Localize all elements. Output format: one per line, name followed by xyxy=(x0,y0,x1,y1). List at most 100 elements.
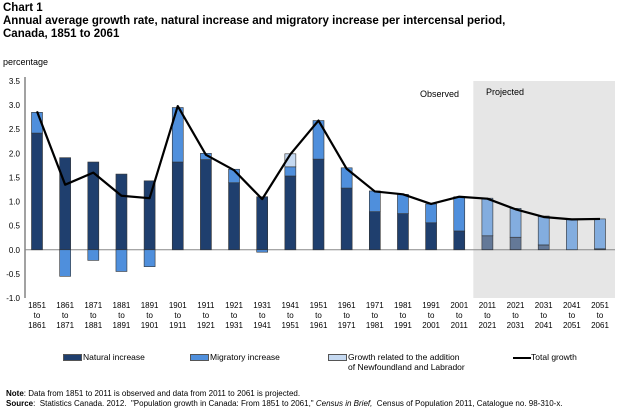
bar-migratory-increase xyxy=(566,219,578,251)
note-text: : Data from 1851 to 2011 is observed and… xyxy=(23,389,301,398)
x-tick-label: 1961 xyxy=(310,321,328,330)
legend-swatch-migratory xyxy=(190,354,209,361)
y-tick-label: 3.5 xyxy=(9,77,21,86)
y-tick-label: 1.0 xyxy=(9,198,21,207)
legend-label: Natural increase xyxy=(83,352,145,362)
bar-natural-increase xyxy=(59,157,71,251)
y-tick-label: -0.5 xyxy=(6,270,20,279)
legend-line-total xyxy=(513,357,531,359)
note: Note: Data from 1851 to 2011 is observed… xyxy=(6,389,300,398)
bar-migratory-increase xyxy=(509,208,522,238)
x-tick-label: 2041 xyxy=(535,321,553,330)
x-tick-label: 1891 xyxy=(113,321,131,330)
x-tick-label: 1871 xyxy=(56,321,74,330)
legend-label: Total growth xyxy=(531,352,577,362)
x-tick-label: to xyxy=(62,311,69,320)
bar-natural-increase xyxy=(31,132,43,251)
x-tick-label: 2021 xyxy=(507,301,525,310)
y-tick-label: 0.5 xyxy=(9,222,21,231)
x-tick-label: to xyxy=(512,311,519,320)
x-tick-label: to xyxy=(34,311,41,320)
bar-migratory-increase xyxy=(284,166,297,177)
x-tick-label: to xyxy=(400,311,407,320)
x-tick-label: to xyxy=(484,311,491,320)
legend-swatch-natural xyxy=(63,354,82,361)
legend-label-line2: of Newfoundland and Labrador xyxy=(348,362,465,372)
x-tick-label: to xyxy=(540,311,547,320)
x-tick-label: 1991 xyxy=(394,321,412,330)
projected-region xyxy=(473,81,615,298)
source: Source: Statistics Canada. 2012. "Popula… xyxy=(6,399,563,408)
bar-migratory-increase xyxy=(397,194,409,214)
bar-migratory-increase xyxy=(59,249,71,277)
x-tick-label: 1851 xyxy=(28,301,46,310)
x-tick-label: 2001 xyxy=(450,301,468,310)
x-tick-label: 2061 xyxy=(591,321,609,330)
x-tick-label: 1921 xyxy=(225,301,243,310)
x-tick-label: 1911 xyxy=(197,301,215,310)
x-tick-label: to xyxy=(343,311,350,320)
x-tick-label: 2051 xyxy=(563,321,581,330)
bar-migratory-increase xyxy=(115,249,128,272)
bar-natural-increase xyxy=(368,211,381,251)
legend-label-line1: Growth related to the addition xyxy=(348,352,460,362)
x-tick-label: to xyxy=(231,311,238,320)
x-tick-label: to xyxy=(569,311,576,320)
bar-natural-increase xyxy=(453,230,466,251)
x-tick-label: 1951 xyxy=(281,321,299,330)
bar-natural-increase xyxy=(509,236,522,251)
x-tick-label: 1991 xyxy=(422,301,440,310)
x-tick-label: 1931 xyxy=(253,301,271,310)
x-tick-label: to xyxy=(259,311,266,320)
legend-label: Growth related to the addition of Newfoun… xyxy=(348,352,465,372)
x-tick-label: to xyxy=(90,311,97,320)
x-tick-label: 1931 xyxy=(225,321,243,330)
bar-natural-increase xyxy=(340,187,353,251)
x-tick-label: 1861 xyxy=(28,321,46,330)
x-tick-label: 1951 xyxy=(310,301,328,310)
x-tick-label: 1921 xyxy=(197,321,215,330)
x-tick-label: 2021 xyxy=(479,321,497,330)
bar-natural-increase xyxy=(143,180,156,251)
source-label: Source xyxy=(6,399,34,408)
bar-natural-increase xyxy=(256,196,269,251)
x-tick-label: 2041 xyxy=(563,301,581,310)
source-publication: Census in Brief, xyxy=(315,399,373,408)
x-tick-label: to xyxy=(456,311,463,320)
bar-natural-increase xyxy=(200,159,212,251)
legend-swatch-newfoundland xyxy=(328,354,347,361)
chart-plot: Observed Projected -1.0 -0.5 0.0 0.5 1.0 1.5 2.0… xyxy=(6,77,615,330)
bar-natural-increase xyxy=(284,175,297,251)
y-tick-label: 0.0 xyxy=(9,246,21,255)
bar-natural-increase xyxy=(537,244,550,251)
y-tick-label: 1.5 xyxy=(9,173,21,182)
y-tick-label: 2.0 xyxy=(9,149,21,158)
bar-migratory-increase xyxy=(537,215,550,246)
x-tick-label: 1981 xyxy=(394,301,412,310)
note-label: Note xyxy=(6,389,24,398)
x-tick-label: 2001 xyxy=(422,321,440,330)
x-tick-label: 1971 xyxy=(366,301,384,310)
bar-natural-increase xyxy=(115,173,128,251)
x-tick-label: to xyxy=(428,311,435,320)
x-tick-label: 1961 xyxy=(338,301,356,310)
bar-natural-increase xyxy=(425,222,437,251)
legend-natural: Natural increase xyxy=(63,352,145,362)
bar-migratory-increase xyxy=(143,249,156,267)
chart-title-line2: Canada, 1851 to 2061 xyxy=(3,28,120,40)
x-tick-label: 2031 xyxy=(507,321,525,330)
source-text: : Statistics Canada. 2012. "Population g… xyxy=(33,399,316,408)
x-tick-label: 1861 xyxy=(56,301,74,310)
bar-natural-increase xyxy=(171,161,184,251)
legend-label: Migratory increase xyxy=(210,352,280,362)
x-tick-label: to xyxy=(118,311,125,320)
bar-migratory-increase xyxy=(256,249,269,253)
bar-migratory-increase xyxy=(368,190,381,212)
region-label-observed: Observed xyxy=(420,89,459,99)
x-tick-label: 2051 xyxy=(591,301,609,310)
x-tick-label: 1941 xyxy=(281,301,299,310)
y-axis-label: percentage xyxy=(3,57,49,67)
x-tick-label: to xyxy=(146,311,153,320)
x-tick-label: to xyxy=(315,311,322,320)
legend-migratory: Migratory increase xyxy=(190,352,280,362)
